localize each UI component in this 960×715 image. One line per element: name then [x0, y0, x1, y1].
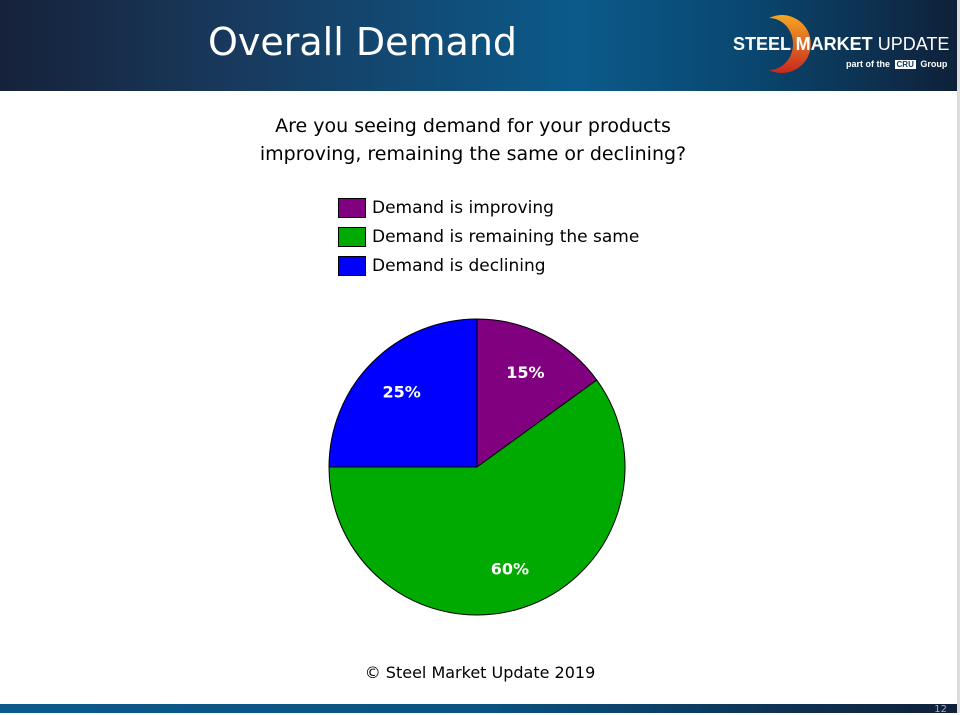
pie-slice: [476, 318, 598, 468]
chart-title: Are you seeing demand for your products …: [200, 112, 746, 168]
legend-label: Demand is remaining the same: [372, 226, 640, 247]
legend-label: Demand is declining: [372, 255, 546, 276]
legend-swatch: [338, 255, 366, 276]
window-edge: [957, 0, 960, 713]
logo-text: STEEL MARKET UPDATE: [733, 34, 950, 54]
chart-title-line: improving, remaining the same or declini…: [259, 143, 687, 165]
legend: Demand is improving Demand is remaining t…: [338, 193, 639, 280]
slide-title: Overall Demand: [208, 20, 518, 64]
logo-arc-icon: [769, 15, 811, 74]
legend-swatch: [338, 197, 366, 218]
pie-data-label: 60%: [491, 559, 529, 578]
copyright: © Steel Market Update 2019: [364, 663, 596, 682]
logo-subtext: part of the CRU Group: [846, 59, 948, 69]
pie-data-label: 25%: [383, 383, 421, 402]
chart-title-line: Are you seeing demand for your products: [275, 115, 671, 137]
footer-bar: 12: [0, 704, 957, 715]
page-number: 12: [934, 704, 947, 715]
legend-item: Demand is remaining the same: [338, 222, 639, 251]
pie-data-label: 15%: [506, 363, 544, 382]
steel-market-update-logo: STEEL MARKET UPDATE part of the CRU Grou…: [733, 12, 953, 76]
pie-slice: [328, 318, 478, 468]
legend-label: Demand is improving: [372, 197, 554, 218]
legend-item: Demand is improving: [338, 193, 639, 222]
pie-slice: [328, 379, 626, 616]
legend-item: Demand is declining: [338, 251, 639, 280]
legend-swatch: [338, 226, 366, 247]
header-bar: Overall Demand STEEL MARKET UPDATE part …: [0, 0, 960, 91]
